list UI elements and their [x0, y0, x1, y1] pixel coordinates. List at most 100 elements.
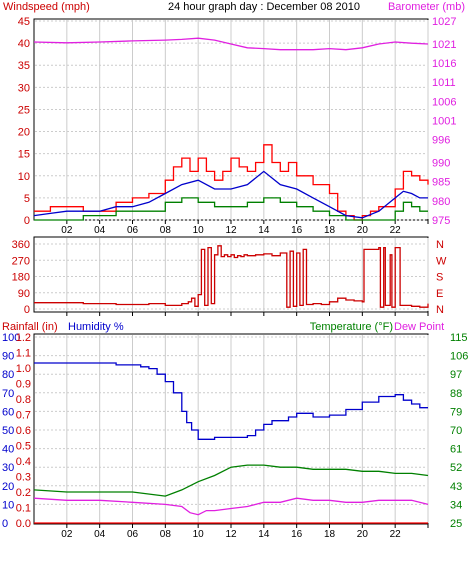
dewpoint-line: [33, 497, 429, 516]
wind-x-tick-label: 20: [357, 225, 369, 236]
temperature-tick-label: 115: [450, 332, 468, 344]
wind-barometer-panel: 0 5 10 15 20 25 30 35 40 45 975 980 985 990 996 1001 100…: [18, 16, 457, 236]
temperature-tick-label: 52: [450, 462, 462, 474]
windspeed-tick-label: 30: [18, 82, 30, 94]
climate-x-tick-label: 08: [160, 529, 172, 540]
barometer-tick-label: 980: [432, 196, 450, 208]
humidity-tick-label: 70: [2, 388, 14, 400]
humidity-tick-label: 100: [2, 332, 20, 344]
temperature-axis-title: Temperature (°F): [310, 321, 393, 333]
barometer-tick-label: 1021: [432, 39, 456, 51]
rain-humidity-temperature-panel: 0 10 20 30 40 50 60 70 80 90 100 0.0 0.1 0.2 0.3 0.4 0.5…: [2, 332, 468, 540]
rainfall-tick-label: 0.9: [16, 379, 31, 391]
wind-lull-line: [34, 197, 428, 221]
humidity-tick-label: 0: [2, 518, 8, 530]
wind-x-tick-label: 22: [390, 225, 402, 236]
humidity-axis-title: Humidity %: [68, 321, 124, 333]
temperature-tick-label: 79: [450, 406, 462, 418]
barometer-line: [33, 37, 429, 51]
wind-x-tick-label: 04: [94, 225, 106, 236]
temperature-tick-label: 70: [450, 425, 462, 437]
rainfall-tick-label: 0.5: [16, 441, 31, 453]
rainfall-tick-label: 0.0: [16, 518, 31, 530]
rainfall-tick-label: 0.6: [16, 425, 31, 437]
humidity-tick-label: 60: [2, 406, 14, 418]
barometer-tick-label: 1016: [432, 58, 456, 70]
wind-x-tick-label: 14: [258, 225, 270, 236]
humidity-tick-label: 50: [2, 425, 14, 437]
temperature-tick-label: 106: [450, 351, 468, 363]
wind-direction-line: [34, 245, 429, 308]
windspeed-tick-label: 25: [18, 104, 30, 116]
temperature-tick-label: 43: [450, 481, 462, 493]
barometer-tick-label: 975: [432, 215, 450, 227]
humidity-tick-label: 80: [2, 369, 14, 381]
direction-tick-label: 180: [12, 272, 30, 284]
wind-gust-line: [34, 144, 429, 221]
direction-tick-label: 90: [18, 288, 30, 300]
wind-x-tick-label: 12: [225, 225, 237, 236]
wind-x-tick-label: 02: [61, 225, 73, 236]
windspeed-tick-label: 5: [24, 193, 30, 205]
barometer-tick-label: 990: [432, 158, 450, 170]
windspeed-tick-label: 40: [18, 38, 30, 50]
windspeed-tick-label: 35: [18, 60, 30, 72]
barometer-tick-label: 1001: [432, 116, 456, 128]
rainfall-tick-label: 1.1: [16, 348, 31, 360]
rainfall-axis-title: Rainfall (in): [2, 321, 58, 333]
wind-x-tick-label: 10: [193, 225, 205, 236]
rainfall-tick-label: 0.4: [16, 456, 31, 468]
humidity-tick-label: 30: [2, 462, 14, 474]
rainfall-tick-label: 1.2: [16, 332, 31, 344]
climate-x-tick-label: 14: [258, 529, 270, 540]
compass-label: W: [436, 255, 447, 267]
wind-x-tick-label: 18: [324, 225, 336, 236]
compass-label: S: [436, 272, 443, 284]
barometer-tick-label: 1027: [432, 16, 456, 28]
windspeed-axis-title: Windspeed (mph): [3, 1, 90, 13]
climate-x-tick-label: 22: [390, 529, 402, 540]
temperature-tick-label: 61: [450, 444, 462, 456]
barometer-tick-label: 985: [432, 177, 450, 189]
climate-x-tick-label: 02: [61, 529, 73, 540]
wind-x-tick-label: 06: [127, 225, 139, 236]
climate-x-tick-label: 06: [127, 529, 139, 540]
windspeed-tick-label: 15: [18, 149, 30, 161]
wind-x-tick-label: 08: [160, 225, 172, 236]
temperature-tick-label: 25: [450, 518, 462, 530]
climate-x-tick-label: 04: [94, 529, 106, 540]
windspeed-tick-label: 20: [18, 127, 30, 139]
climate-x-tick-label: 16: [291, 529, 303, 540]
humidity-tick-label: 10: [2, 499, 14, 511]
barometer-tick-label: 996: [432, 135, 450, 147]
temperature-tick-label: 97: [450, 369, 462, 381]
climate-x-tick-label: 20: [357, 529, 369, 540]
humidity-tick-label: 90: [2, 351, 14, 363]
humidity-tick-label: 40: [2, 444, 14, 456]
wind-x-tick-label: 16: [291, 225, 303, 236]
climate-x-tick-label: 18: [324, 529, 336, 540]
dewpoint-axis-title: Dew Point: [394, 321, 444, 333]
compass-label: N: [436, 239, 444, 251]
windspeed-tick-label: 0: [24, 215, 30, 227]
temperature-tick-label: 34: [450, 499, 462, 511]
rainfall-tick-label: 1.0: [16, 363, 31, 375]
barometer-axis-title: Barometer (mb): [388, 1, 465, 13]
rainfall-tick-label: 0.2: [16, 487, 31, 499]
direction-tick-label: 360: [12, 239, 30, 251]
direction-tick-label: 270: [12, 255, 30, 267]
temperature-tick-label: 88: [450, 388, 462, 400]
barometer-tick-label: 1011: [432, 77, 456, 89]
humidity-line: [34, 362, 428, 440]
chart-title: 24 hour graph day : December 08 2010: [168, 1, 360, 13]
barometer-tick-label: 1006: [432, 96, 456, 108]
rainfall-tick-label: 0.1: [16, 503, 31, 515]
temperature-line: [33, 464, 429, 497]
rainfall-tick-label: 0.7: [16, 410, 31, 422]
windspeed-tick-label: 45: [18, 16, 30, 28]
rainfall-tick-label: 0.8: [16, 394, 31, 406]
wind-average-line: [33, 170, 428, 219]
